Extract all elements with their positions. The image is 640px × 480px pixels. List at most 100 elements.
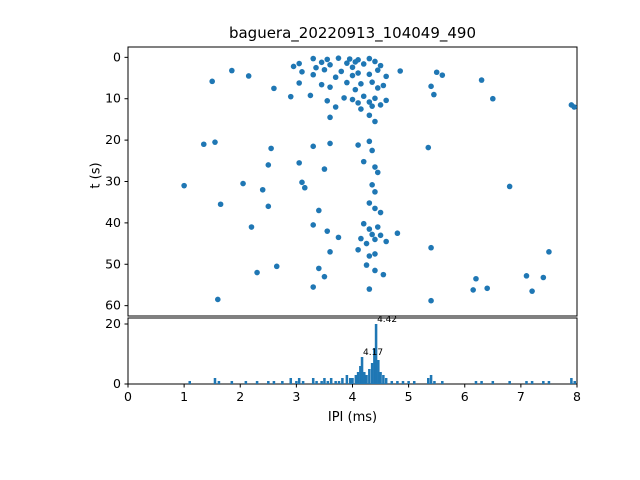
scatter-point: [374, 224, 381, 230]
hist-bar: [441, 381, 444, 384]
scatter-point: [383, 97, 389, 104]
scatter-point: [316, 207, 322, 214]
scatter-point: [355, 142, 361, 148]
y-tick-label: 20: [105, 316, 121, 331]
scatter-point: [369, 231, 375, 238]
scatter-point: [321, 66, 328, 73]
scatter-point: [349, 64, 356, 71]
hist-bar: [365, 375, 368, 384]
chart-title: baguera_20220913_104049_490: [228, 24, 477, 42]
hist-bar: [374, 324, 378, 384]
scatter-point: [318, 59, 325, 66]
scatter-point: [377, 62, 384, 69]
scatter-point: [268, 145, 274, 152]
y-tick-label: 60: [105, 298, 121, 313]
scatter-point: [355, 100, 361, 106]
scatter-point: [360, 61, 367, 67]
scatter-point: [366, 226, 373, 232]
scatter-point: [310, 143, 317, 150]
scatter-point: [372, 95, 378, 102]
hist-axes-frame: [127, 317, 578, 385]
scatter-point: [380, 82, 387, 89]
hist-bar: [334, 381, 337, 384]
scatter-point: [366, 200, 373, 206]
x-tick-label: 7: [517, 389, 525, 404]
scatter-point: [428, 297, 434, 304]
scatter-point: [200, 141, 207, 148]
y-tick-label: 10: [105, 91, 121, 106]
hist-bar: [297, 378, 301, 384]
scatter-point: [310, 222, 317, 228]
scatter-point: [341, 95, 347, 101]
hist-bar: [323, 378, 326, 384]
scatter-point: [349, 72, 356, 79]
scatter-point: [355, 70, 361, 76]
scatter-point: [299, 69, 305, 75]
scatter-point: [397, 68, 404, 74]
scatter-point: [358, 81, 364, 87]
hist-bar: [354, 375, 358, 384]
scatter-point: [181, 182, 187, 189]
hist-bar: [320, 381, 323, 384]
hist-bar: [315, 381, 318, 384]
hist-bar: [547, 381, 551, 384]
scatter-point: [571, 104, 577, 110]
scatter-point: [478, 77, 485, 83]
scatter-point: [248, 224, 255, 230]
scatter-point: [324, 228, 331, 234]
hist-bar: [573, 381, 577, 384]
hist-bar: [281, 381, 284, 384]
scatter-point: [428, 244, 434, 251]
scatter-point: [473, 275, 479, 282]
scatter-point: [377, 102, 384, 108]
hist-bar: [508, 381, 511, 384]
scatter-point: [372, 267, 378, 274]
hist-bar: [360, 357, 364, 384]
x-tick-label: 2: [236, 389, 244, 404]
hist-bar: [491, 381, 495, 384]
hist-bar: [351, 378, 354, 384]
scatter-point: [259, 186, 266, 193]
scatter-point: [366, 112, 373, 119]
hist-bar: [359, 366, 362, 384]
scatter-point: [355, 246, 361, 253]
scatter-point: [301, 184, 308, 191]
scatter-point: [316, 265, 322, 272]
scatter-point: [327, 249, 333, 255]
hist-bar: [433, 381, 436, 384]
hist-bar: [289, 378, 293, 384]
scatter-point: [209, 78, 215, 85]
scatter-point: [372, 236, 378, 243]
scatter-point: [358, 235, 364, 242]
x-tick-label: 5: [405, 389, 413, 404]
hist-bar: [230, 381, 234, 384]
hist-bar: [368, 369, 371, 384]
hist-bar: [329, 378, 333, 384]
scatter-point: [296, 160, 302, 166]
scatter-point: [523, 273, 530, 279]
y-tick-label: 30: [105, 174, 121, 189]
scatter-point: [374, 169, 381, 176]
scatter-point: [439, 72, 446, 78]
scatter-point: [321, 273, 328, 280]
scatter-point: [324, 56, 331, 63]
x-tick-label: 4: [349, 389, 357, 404]
hist-bar: [356, 372, 360, 384]
scatter-point: [372, 251, 378, 257]
scatter-point: [344, 60, 350, 66]
hist-bar: [530, 381, 534, 384]
hist-bar: [373, 348, 376, 384]
scatter-point: [360, 158, 367, 165]
scatter-point: [369, 147, 375, 154]
scatter-point: [374, 85, 381, 91]
x-tick-label: 6: [461, 389, 469, 404]
hist-bar: [480, 381, 483, 384]
hist-bar: [363, 372, 366, 384]
scatter-point: [369, 103, 375, 109]
scatter-point: [346, 56, 353, 62]
hist-bar: [341, 378, 344, 384]
scatter-point: [363, 240, 370, 247]
scatter-point: [372, 205, 378, 212]
scatter-point: [310, 284, 317, 290]
hist-bar: [370, 363, 374, 384]
